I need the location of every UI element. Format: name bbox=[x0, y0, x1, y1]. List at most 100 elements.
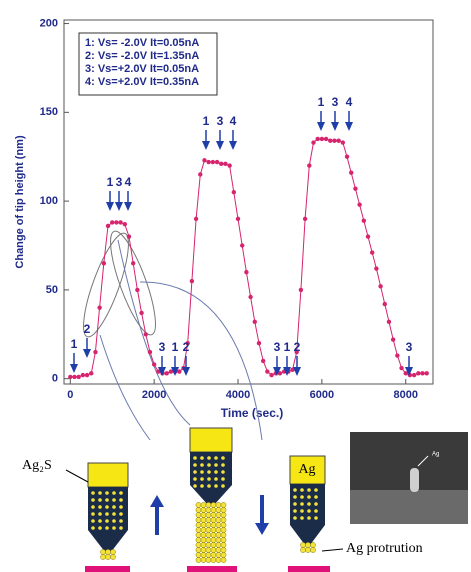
legend-text: 3: Vs=+2.0V It=0.05nA bbox=[85, 63, 199, 75]
dot bbox=[112, 498, 116, 502]
annotation: 1 bbox=[172, 340, 179, 354]
ball bbox=[216, 532, 221, 537]
dot bbox=[307, 495, 311, 499]
data-point bbox=[68, 375, 72, 379]
data-point bbox=[366, 234, 370, 238]
dot bbox=[98, 505, 102, 509]
ball bbox=[201, 547, 206, 552]
ball bbox=[211, 557, 216, 562]
dot bbox=[200, 463, 204, 467]
data-point bbox=[253, 320, 257, 324]
dot bbox=[193, 463, 197, 467]
data-point bbox=[165, 371, 169, 375]
dot bbox=[193, 477, 197, 481]
data-point bbox=[232, 190, 236, 194]
dot bbox=[91, 512, 95, 516]
y-axis-label: Change of tip height (nm) bbox=[14, 135, 26, 269]
dot bbox=[293, 516, 297, 520]
label-ag2s: Ag₂S bbox=[22, 458, 52, 473]
ball bbox=[211, 522, 216, 527]
ball bbox=[221, 557, 226, 562]
ball bbox=[201, 517, 206, 522]
data-point bbox=[198, 172, 202, 176]
annotation: 4 bbox=[346, 95, 353, 109]
annotation: 3 bbox=[159, 340, 166, 354]
data-point bbox=[118, 220, 122, 224]
ball bbox=[211, 527, 216, 532]
sem-surface bbox=[350, 490, 468, 524]
data-point bbox=[395, 353, 399, 357]
data-point bbox=[194, 217, 198, 221]
dot bbox=[98, 512, 102, 516]
dot bbox=[314, 488, 318, 492]
data-point bbox=[315, 137, 319, 141]
data-point bbox=[320, 137, 324, 141]
ball bbox=[206, 527, 211, 532]
ball bbox=[221, 527, 226, 532]
annotation-head bbox=[331, 122, 339, 131]
dot bbox=[112, 505, 116, 509]
ball bbox=[110, 549, 115, 554]
data-point bbox=[336, 139, 340, 143]
data-point bbox=[387, 320, 391, 324]
data-point bbox=[211, 160, 215, 164]
x-axis-label: Time (sec.) bbox=[221, 406, 283, 420]
dot bbox=[214, 463, 218, 467]
data-point bbox=[416, 371, 420, 375]
label-ag: Ag bbox=[298, 462, 315, 477]
data-point bbox=[374, 266, 378, 270]
annotation-head bbox=[106, 202, 114, 211]
data-point bbox=[378, 284, 382, 288]
data-point bbox=[391, 337, 395, 341]
dot bbox=[293, 502, 297, 506]
data-point bbox=[236, 217, 240, 221]
substrate bbox=[288, 566, 330, 572]
ball bbox=[300, 542, 305, 547]
x-tick-label: 0 bbox=[67, 389, 73, 401]
dot bbox=[91, 491, 95, 495]
ball bbox=[216, 512, 221, 517]
ball bbox=[216, 537, 221, 542]
data-point bbox=[219, 162, 223, 166]
dot bbox=[105, 491, 109, 495]
ball bbox=[201, 507, 206, 512]
ball bbox=[221, 507, 226, 512]
ball bbox=[211, 552, 216, 557]
dot bbox=[98, 519, 102, 523]
leader bbox=[322, 549, 343, 551]
dot bbox=[105, 526, 109, 530]
ball bbox=[300, 547, 305, 552]
data-point bbox=[357, 202, 361, 206]
data-point bbox=[307, 163, 311, 167]
dot bbox=[112, 491, 116, 495]
ball bbox=[201, 522, 206, 527]
dot bbox=[207, 463, 211, 467]
data-point bbox=[353, 186, 357, 190]
ball bbox=[216, 547, 221, 552]
x-tick-label: 4000 bbox=[226, 389, 250, 401]
tip-body bbox=[290, 484, 325, 545]
ball bbox=[196, 507, 201, 512]
dot bbox=[293, 509, 297, 513]
ball bbox=[216, 507, 221, 512]
dot bbox=[200, 456, 204, 460]
data-point bbox=[383, 302, 387, 306]
yellow-cap bbox=[88, 463, 128, 487]
data-point bbox=[190, 279, 194, 283]
ball bbox=[216, 542, 221, 547]
ball bbox=[211, 502, 216, 507]
data-point bbox=[123, 222, 127, 226]
y-tick-label: 150 bbox=[40, 106, 58, 118]
dot bbox=[214, 477, 218, 481]
dot bbox=[91, 505, 95, 509]
dot bbox=[119, 505, 123, 509]
annotation: 2 bbox=[183, 340, 190, 354]
ball bbox=[211, 532, 216, 537]
ball bbox=[221, 512, 226, 517]
data-point bbox=[131, 261, 135, 265]
substrate bbox=[187, 566, 237, 572]
y-tick-label: 0 bbox=[52, 373, 58, 385]
annotation-head bbox=[83, 349, 91, 358]
ball bbox=[201, 512, 206, 517]
down-head bbox=[255, 523, 269, 535]
